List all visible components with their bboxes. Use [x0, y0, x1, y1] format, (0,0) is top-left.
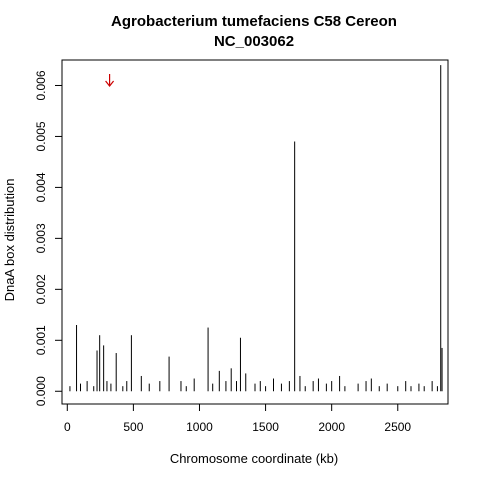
bars: [69, 65, 443, 392]
y-axis: 0.000 0.001 0.002 0.003 0.004 0.005 0.006: [34, 70, 63, 406]
x-tick-label: 500: [123, 420, 143, 434]
y-tick-label: 0.002: [34, 274, 48, 304]
y-tick-label: 0.005: [34, 121, 48, 151]
x-tick-label: 0: [64, 420, 71, 434]
y-tick-label: 0.006: [34, 70, 48, 100]
x-tick-label: 1500: [252, 420, 279, 434]
x-tick-label: 1000: [186, 420, 213, 434]
chart-title: Agrobacterium tumefaciens C58 Cereon: [111, 13, 397, 30]
x-axis-label: Chromosome coordinate (kb): [170, 451, 338, 466]
y-tick-label: 0.004: [34, 172, 48, 202]
arrow-head: [105, 80, 115, 87]
x-tick-label: 2000: [318, 420, 345, 434]
plot-frame: [61, 59, 449, 405]
y-tick-label: 0.003: [34, 223, 48, 253]
chart-subtitle: NC_003062: [214, 33, 294, 50]
y-axis-label: DnaA box distribution: [2, 179, 17, 302]
x-axis: 0 500 1000 1500 2000 2500: [64, 403, 411, 434]
y-tick-label: 0.001: [34, 325, 48, 355]
annotation-arrow: [105, 74, 115, 87]
y-tick-label: 0.000: [34, 376, 48, 406]
x-tick-label: 2500: [384, 420, 411, 434]
